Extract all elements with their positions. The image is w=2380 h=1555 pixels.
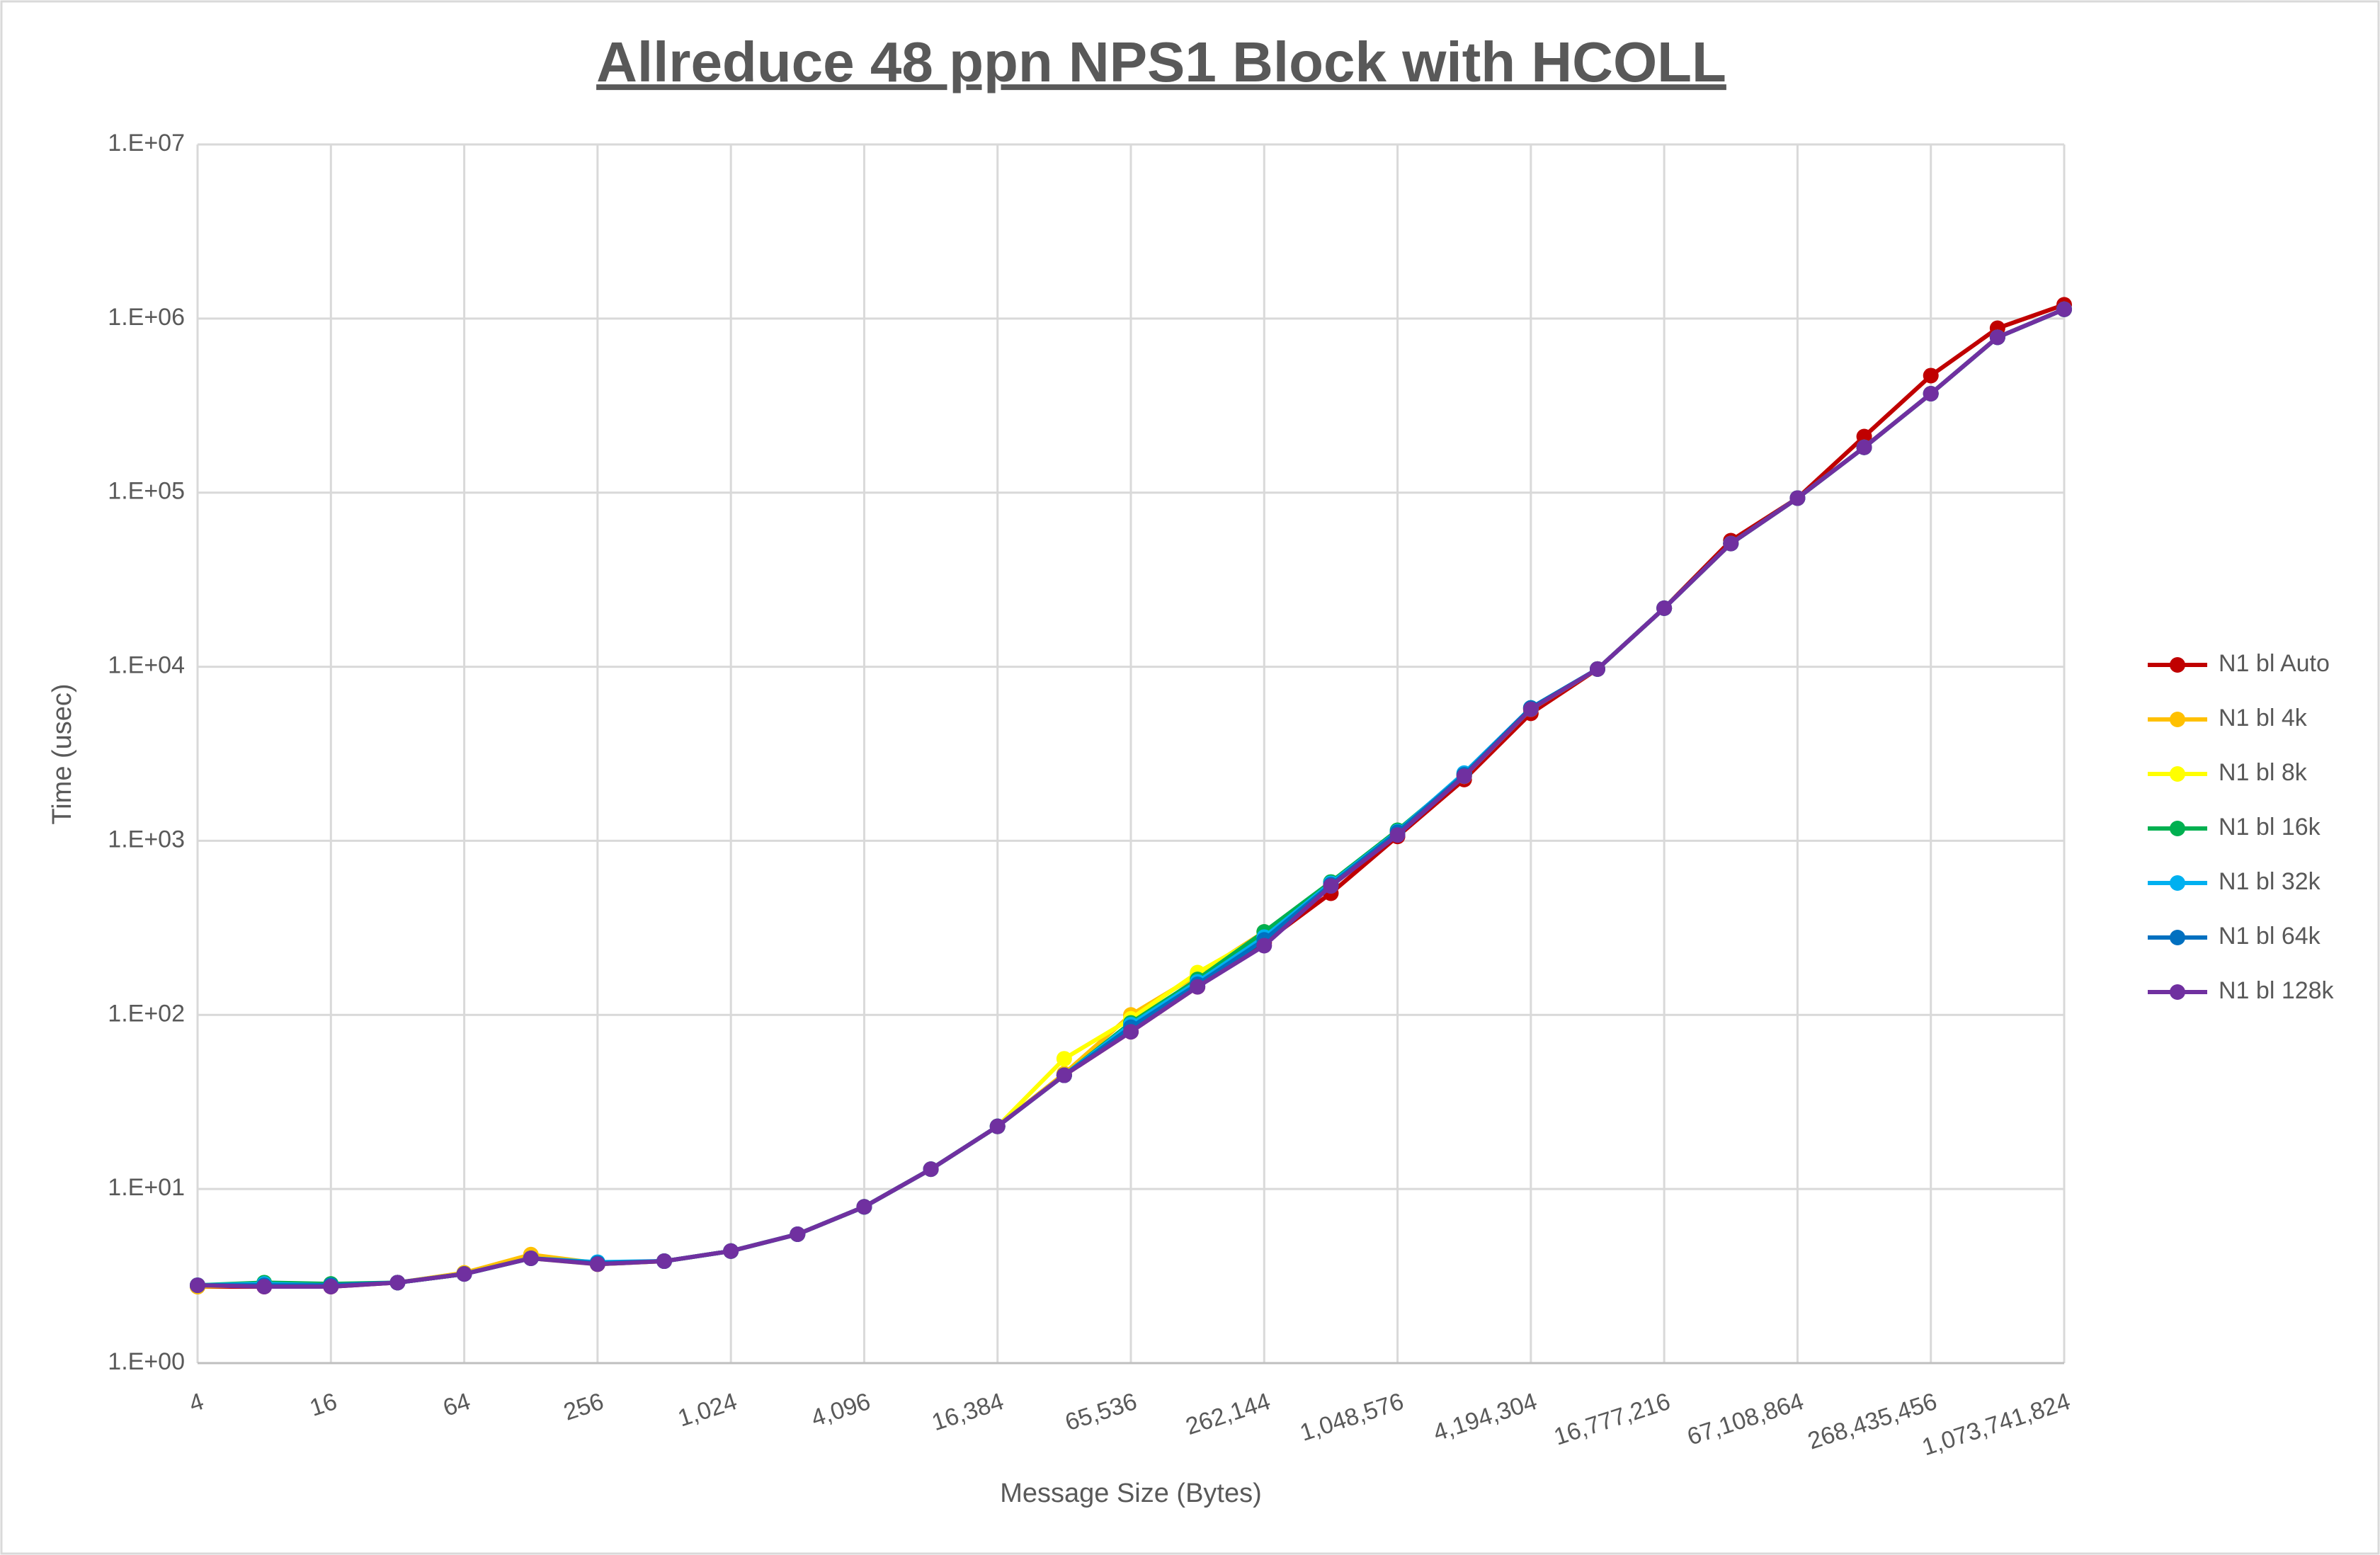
y-axis-title: Time (usec) (47, 683, 77, 824)
point (1590, 661, 1605, 677)
point (1123, 1024, 1139, 1040)
point (456, 1266, 472, 1282)
y-tick-label: 1.E+01 (108, 1174, 185, 1201)
point (1256, 938, 1272, 954)
point (989, 1118, 1006, 1134)
point (1389, 827, 1406, 843)
legend-marker (2170, 657, 2185, 673)
point (1723, 535, 1739, 552)
point (256, 1278, 273, 1294)
legend-marker (2170, 984, 2185, 1000)
point (2056, 301, 2072, 317)
legend-marker (2170, 930, 2185, 945)
legend-label: N1 bl 128k (2219, 977, 2335, 1004)
point (1856, 428, 1872, 445)
chart-title: Allreduce 48 ppn NPS1 Block with HCOLL (596, 30, 1726, 93)
point (1856, 439, 1872, 455)
legend-marker (2170, 766, 2185, 782)
y-tick-label: 1.E+03 (108, 826, 185, 853)
legend-marker (2170, 821, 2185, 836)
legend-label: N1 bl 4k (2219, 705, 2308, 731)
point (1056, 1067, 1072, 1083)
point (1456, 768, 1472, 785)
y-tick-label: 1.E+02 (108, 1000, 185, 1027)
point (190, 1277, 205, 1294)
point (1989, 329, 2005, 346)
legend-label: N1 bl 8k (2219, 759, 2308, 786)
point (656, 1253, 672, 1270)
point (1923, 386, 1939, 402)
point (323, 1278, 339, 1294)
legend-label: N1 bl 32k (2219, 868, 2321, 895)
point (1056, 1051, 1072, 1067)
point (1789, 490, 1806, 506)
point (1522, 701, 1539, 717)
x-axis-title: Message Size (Bytes) (1000, 1479, 1262, 1508)
point (923, 1161, 939, 1178)
y-tick-label: 1.E+07 (108, 130, 185, 156)
point (589, 1256, 605, 1272)
y-tick-label: 1.E+06 (108, 304, 185, 331)
point (523, 1250, 539, 1266)
point (723, 1243, 739, 1259)
point (1656, 600, 1673, 616)
point (1923, 368, 1939, 384)
point (1190, 979, 1206, 995)
point (790, 1226, 806, 1242)
y-tick-label: 1.E+04 (108, 652, 185, 679)
legend-label: N1 bl 64k (2219, 923, 2321, 950)
legend-label: N1 bl 16k (2219, 814, 2321, 841)
point (1323, 878, 1339, 894)
y-tick-label: 1.E+05 (108, 478, 185, 505)
y-tick-label: 1.E+00 (108, 1348, 185, 1375)
point (856, 1199, 872, 1215)
legend-label: N1 bl Auto (2219, 650, 2330, 677)
point (389, 1275, 406, 1291)
legend-marker (2170, 712, 2185, 727)
legend-marker (2170, 875, 2185, 891)
